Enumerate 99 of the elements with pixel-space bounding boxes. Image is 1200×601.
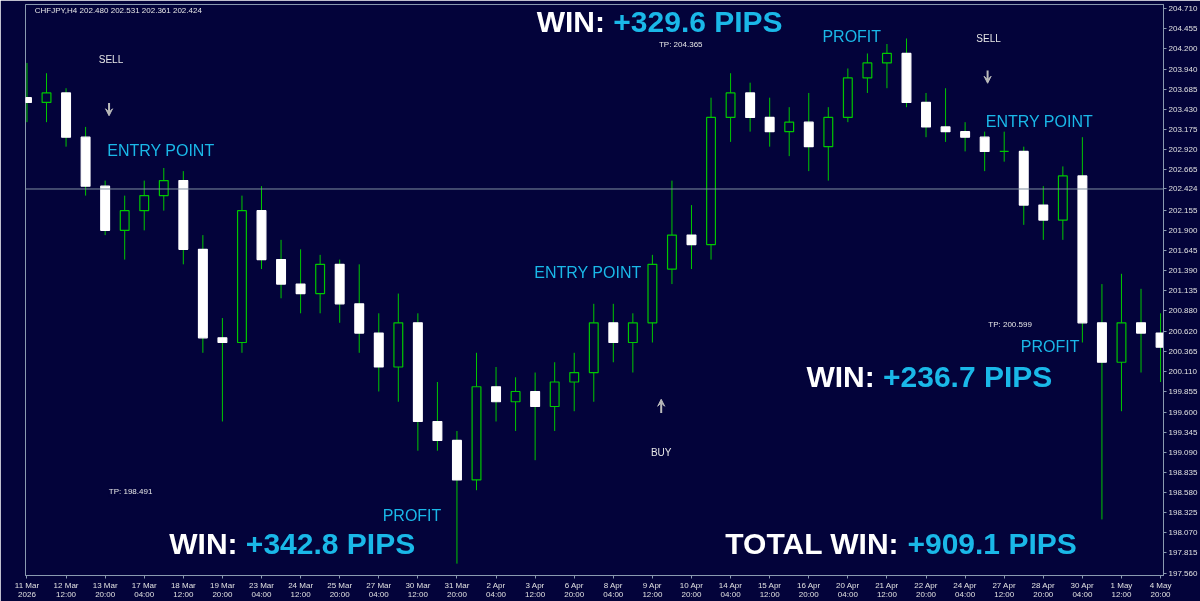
annotation: CHFJPY,H4 202.480 202.531 202.361 202.424 <box>34 5 203 15</box>
x-tick-label: 25 Mar 20:00 <box>327 580 353 599</box>
y-tick-label: 203.940 <box>1168 64 1198 74</box>
candlestick <box>940 87 951 143</box>
x-tick-label: 11 Mar 2026 <box>14 580 40 599</box>
x-tick-label: 10 Apr 20:00 <box>679 580 704 599</box>
y-tick-label: 200.365 <box>1168 347 1198 357</box>
x-tick-label: 21 Apr 12:00 <box>875 580 899 599</box>
x-tick-label: 23 Mar 04:00 <box>249 580 275 599</box>
annotation: WIN: +342.8 PIPS <box>169 527 416 561</box>
annotation: PROFIT <box>1020 337 1080 355</box>
candlestick <box>608 303 619 363</box>
x-tick-label: 2 Apr 04:00 <box>486 580 507 599</box>
candlestick <box>1136 288 1147 374</box>
candlestick <box>960 121 971 152</box>
annotation: ENTRY POINT <box>985 113 1093 131</box>
y-tick-label: 199.600 <box>1168 407 1198 417</box>
y-tick-label: 197.560 <box>1168 568 1198 578</box>
candlestick <box>510 376 521 432</box>
candlestick <box>41 72 52 123</box>
y-tick-label: 202.155 <box>1168 205 1198 215</box>
x-tick-label: 19 Mar 20:00 <box>209 580 236 599</box>
x-tick-label: 30 Apr 04:00 <box>1070 580 1095 599</box>
candlestick <box>1155 312 1164 383</box>
x-tick-label: 16 Apr 20:00 <box>796 580 821 599</box>
x-tick-label: 12 Mar 12:00 <box>53 580 79 599</box>
y-tick-label: 201.135 <box>1168 286 1198 296</box>
y-tick-label: 199.090 <box>1168 447 1198 457</box>
annotation: TP: 198.491 <box>108 487 153 497</box>
x-tick-label: 27 Mar 04:00 <box>366 580 392 599</box>
candlestick <box>295 248 306 314</box>
y-tick-label: 203.685 <box>1168 84 1198 94</box>
y-tick-label: 200.620 <box>1168 326 1198 336</box>
annotation: PROFIT <box>822 27 882 45</box>
annotation: BUY <box>650 446 672 458</box>
y-tick-label: 201.900 <box>1168 225 1198 235</box>
y-tick-label: 202.665 <box>1168 165 1198 175</box>
candlestick <box>1038 185 1049 241</box>
x-tick-label: 8 Apr 04:00 <box>603 580 624 599</box>
candlestick <box>686 204 697 270</box>
annotation: SELL <box>976 33 1002 45</box>
x-tick-label: 15 Apr 12:00 <box>757 580 782 599</box>
x-tick-label: 22 Apr 20:00 <box>914 580 938 599</box>
candlestick <box>432 381 443 452</box>
y-tick-label: 198.070 <box>1168 528 1198 538</box>
x-tick-label: 30 Mar 12:00 <box>405 580 431 599</box>
y-tick-label: 199.855 <box>1168 387 1198 397</box>
candlestick <box>627 312 638 374</box>
x-tick-label: 18 Mar 12:00 <box>170 580 197 599</box>
y-tick-label: 200.110 <box>1168 367 1198 377</box>
x-tick-label: 31 Mar 20:00 <box>444 580 470 599</box>
y-tick-label: 203.175 <box>1168 125 1198 135</box>
candlestick <box>881 43 892 89</box>
annotation: SELL <box>98 54 124 66</box>
x-tick-label: 27 Apr 12:00 <box>992 580 1016 599</box>
annotation: ENTRY POINT <box>107 141 215 159</box>
y-tick-label: 197.815 <box>1168 548 1198 558</box>
annotation: TOTAL WIN: +909.1 PIPS <box>725 527 1077 561</box>
candlestick <box>119 195 130 261</box>
x-tick-label: 6 Apr 20:00 <box>564 580 585 599</box>
candlestick <box>530 372 541 461</box>
x-tick-label: 13 Mar 20:00 <box>92 580 118 599</box>
candlestick <box>139 180 150 231</box>
x-tick-label: 1 May 12:00 <box>1110 580 1133 599</box>
y-tick-label: 200.880 <box>1168 306 1198 316</box>
annotation: WIN: +236.7 PIPS <box>806 360 1053 394</box>
y-tick-label: 201.390 <box>1168 266 1198 276</box>
candlestick <box>862 52 873 94</box>
x-tick-label: 24 Mar 12:00 <box>288 580 314 599</box>
y-tick-label: 199.345 <box>1168 427 1198 437</box>
x-tick-label: 28 Apr 20:00 <box>1031 580 1055 599</box>
annotation: PROFIT <box>382 506 442 524</box>
candlestick <box>764 97 775 148</box>
y-tick-label: 203.430 <box>1168 105 1198 115</box>
y-tick-label: 204.200 <box>1168 44 1198 54</box>
y-tick-label: 201.645 <box>1168 246 1198 256</box>
annotation: TP: 204.365 <box>658 40 704 50</box>
y-tick-label: 198.835 <box>1168 467 1198 477</box>
candlestick <box>491 366 502 422</box>
candlestick <box>217 317 228 422</box>
annotation: ENTRY POINT <box>534 263 642 281</box>
y-tick-label: 204.710 <box>1168 3 1198 13</box>
x-tick-label: 20 Apr 04:00 <box>836 580 860 599</box>
candlestick <box>979 131 990 172</box>
annotation: WIN: +329.6 PIPS <box>536 4 783 38</box>
annotation: TP: 200.599 <box>988 319 1033 329</box>
y-tick-label: 198.580 <box>1168 488 1198 498</box>
x-tick-label: 24 Apr 04:00 <box>953 580 977 599</box>
x-tick-label: 4 May 20:00 <box>1149 580 1172 599</box>
x-tick-label: 14 Apr 04:00 <box>718 580 743 599</box>
y-tick-label: 204.455 <box>1168 24 1198 34</box>
x-tick-label: 9 Apr 12:00 <box>642 580 663 599</box>
candlestick <box>784 106 795 157</box>
y-tick-label: 198.325 <box>1168 508 1198 518</box>
ref-line-label: 202.424 <box>1168 184 1198 194</box>
x-tick-label: 3 Apr 12:00 <box>525 580 546 599</box>
candlestick <box>569 352 580 412</box>
x-tick-label: 17 Mar 04:00 <box>131 580 158 599</box>
y-tick-label: 202.920 <box>1168 145 1198 155</box>
